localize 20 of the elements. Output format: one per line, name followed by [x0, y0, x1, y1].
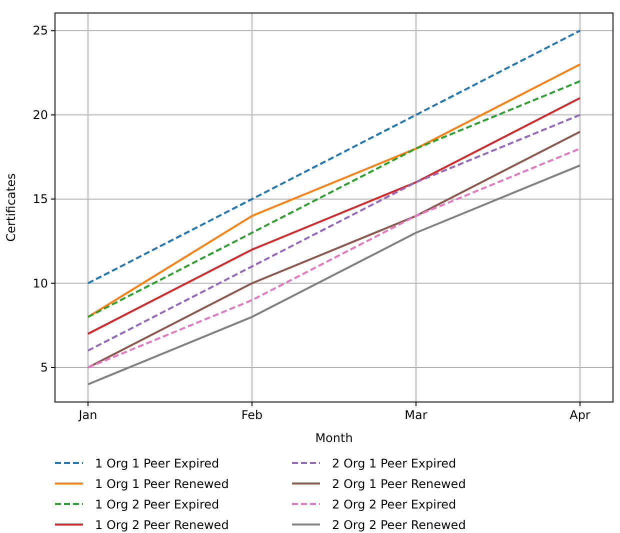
legend-label: 2 Org 1 Peer Renewed — [332, 477, 466, 491]
y-tick-label: 20 — [32, 108, 48, 122]
x-tick-label: Apr — [570, 408, 590, 422]
legend-label: 1 Org 2 Peer Expired — [95, 498, 220, 512]
legend-label: 2 Org 1 Peer Expired — [332, 456, 456, 470]
x-tick-label: Feb — [241, 408, 263, 422]
y-tick-label: 25 — [32, 24, 48, 38]
legend-label: 1 Org 2 Peer Renewed — [95, 518, 229, 532]
legend-label: 1 Org 1 Peer Renewed — [95, 477, 229, 491]
x-axis-title: Month — [315, 431, 353, 445]
x-tick-label: Mar — [404, 408, 428, 422]
y-tick-label: 10 — [32, 276, 48, 290]
legend-label: 2 Org 2 Peer Renewed — [332, 518, 466, 532]
x-tick-label: Jan — [78, 408, 98, 422]
legend-label: 1 Org 1 Peer Expired — [95, 456, 220, 470]
legend-label: 2 Org 2 Peer Expired — [332, 498, 456, 512]
y-tick-label: 5 — [40, 360, 48, 374]
y-axis-title: Certificates — [4, 173, 18, 242]
y-tick-label: 15 — [32, 192, 48, 206]
line-series — [87, 30, 581, 284]
